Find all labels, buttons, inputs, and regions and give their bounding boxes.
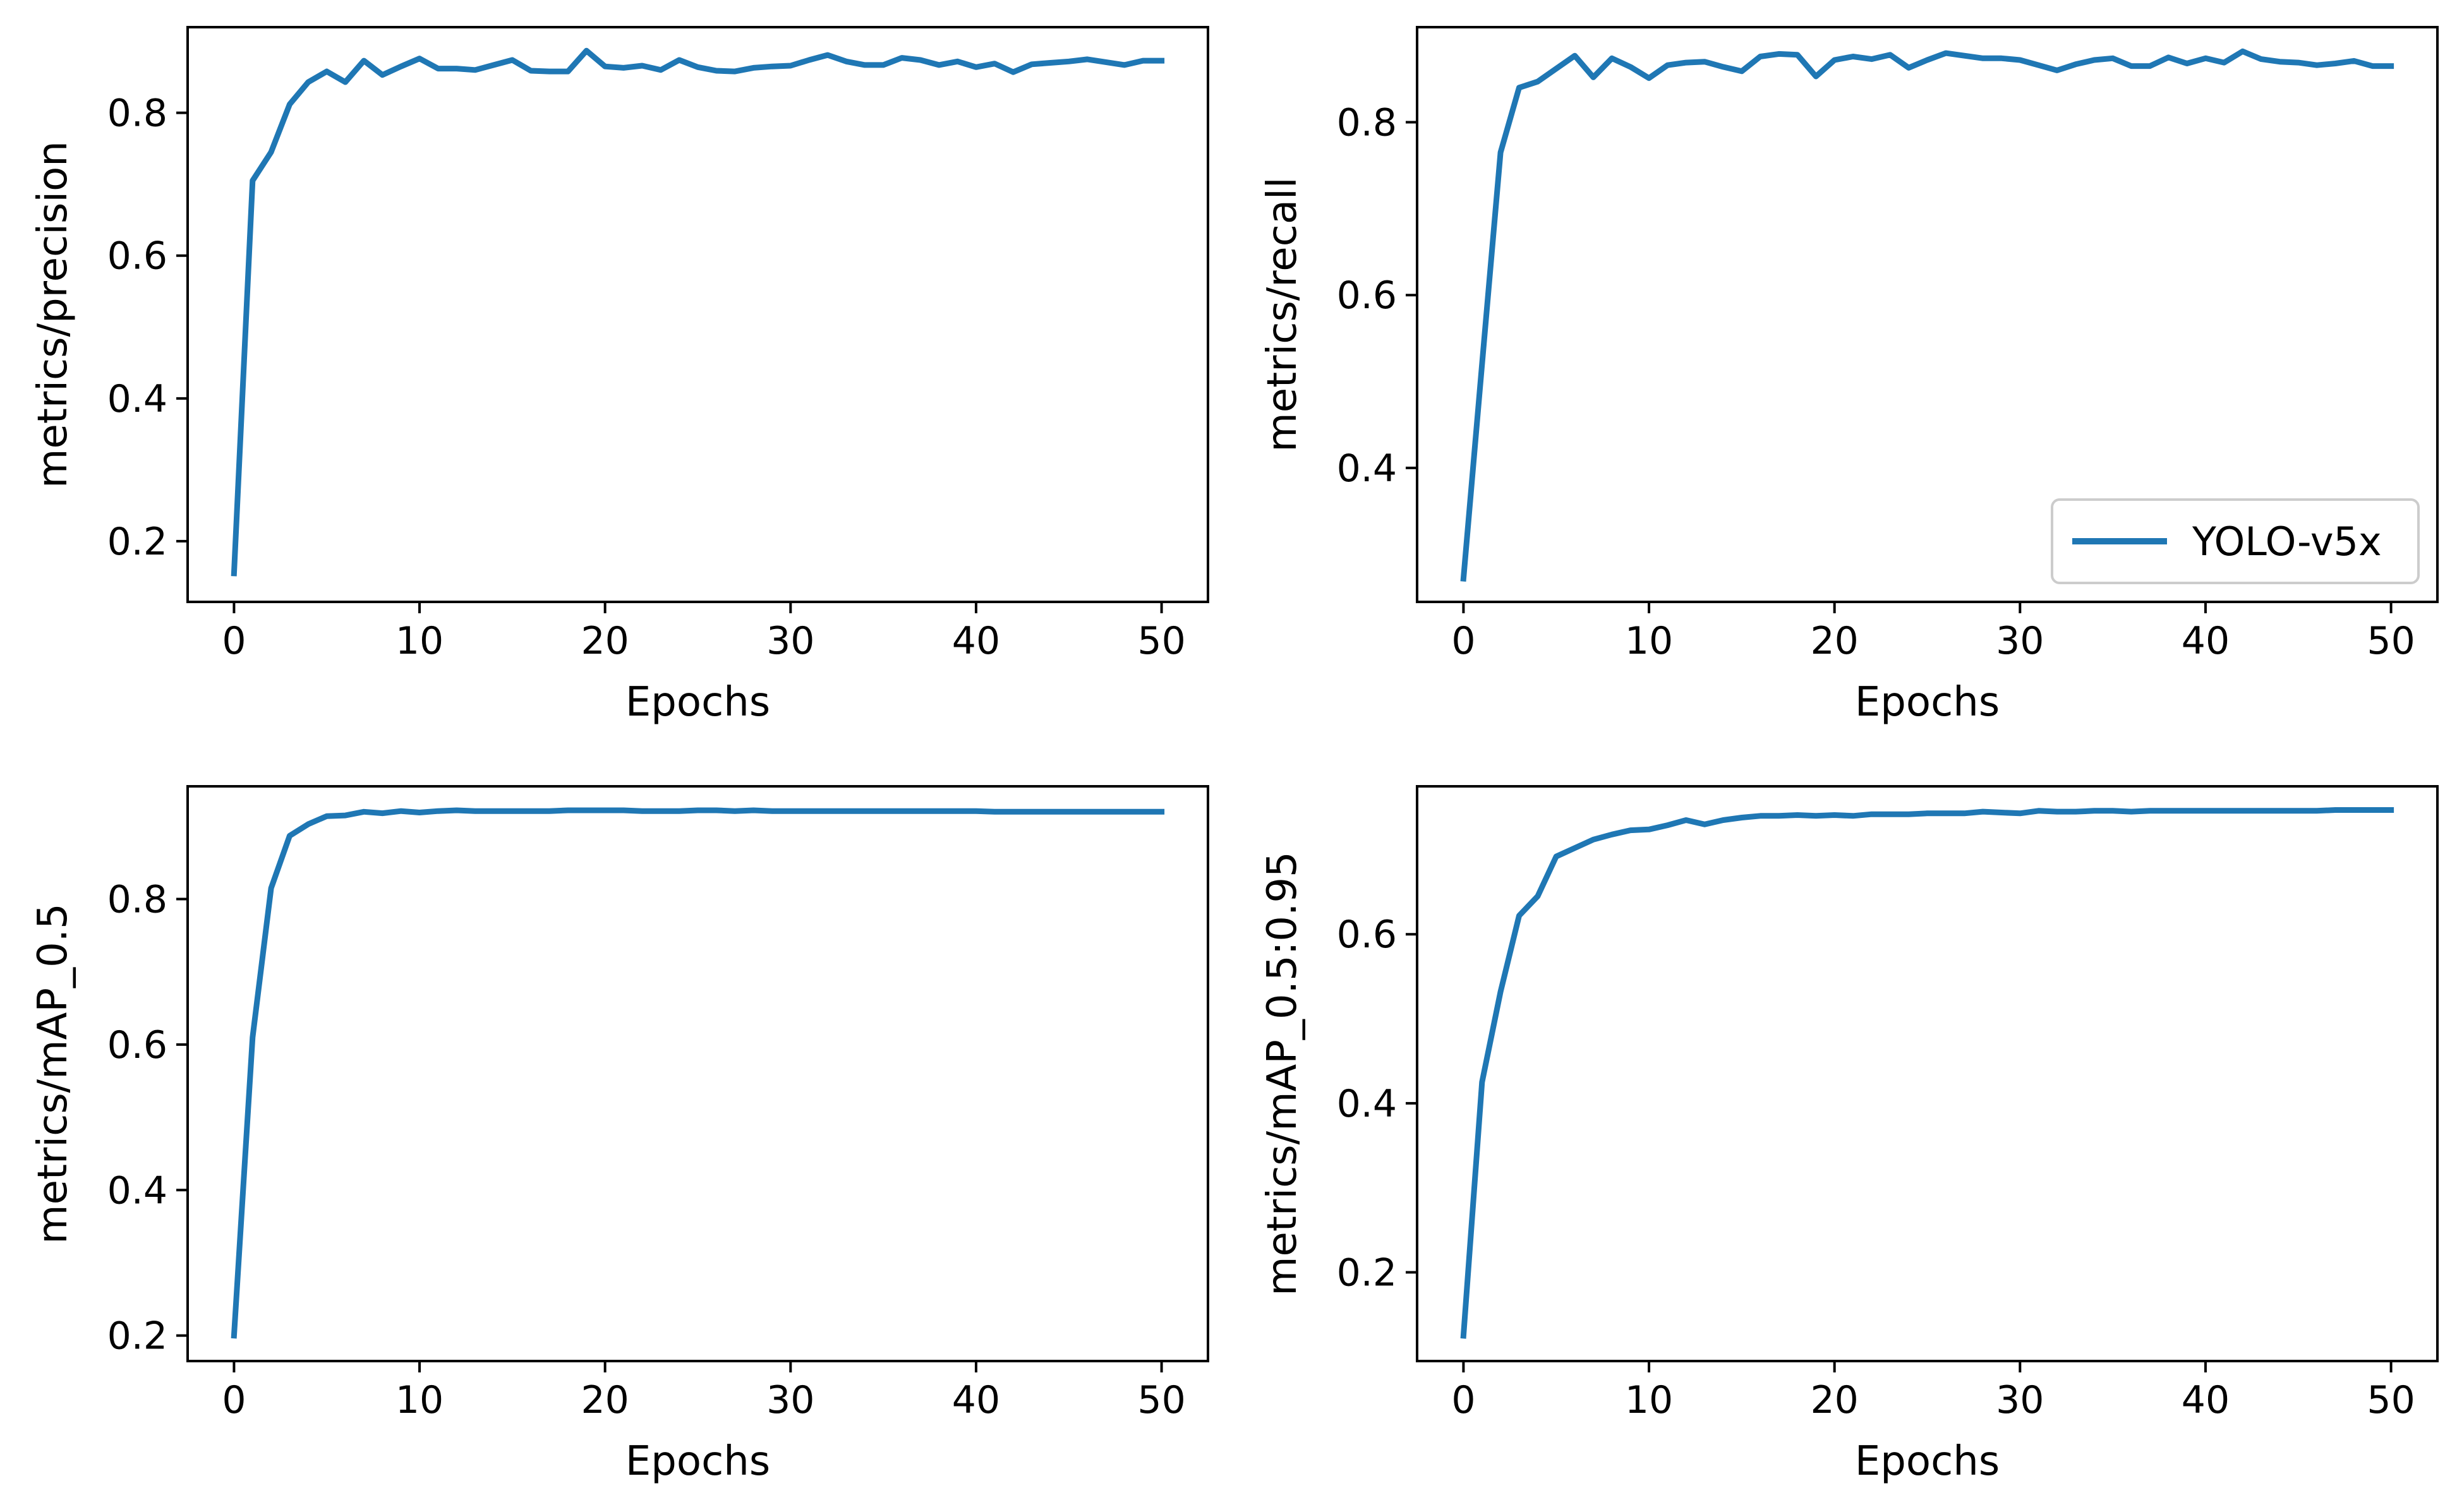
x-tick-label: 50 <box>1137 1378 1185 1422</box>
legend-label: YOLO-v5x <box>2192 519 2382 565</box>
y-tick-label: 0.4 <box>107 377 167 421</box>
y-tick-label: 0.4 <box>1337 447 1397 491</box>
x-tick-label: 20 <box>1811 1378 1859 1422</box>
x-tick-label: 30 <box>766 1378 814 1422</box>
series-line-precision <box>231 47 1165 577</box>
subplot-map50: 0 10 20 30 40 50 0.2 0.4 0.6 0.8 Epochs metrics/mAP… <box>30 785 1209 1485</box>
y-tick-label: 0.6 <box>1337 273 1397 318</box>
axes-frame-recall <box>1416 26 2439 603</box>
x-tick-label: 0 <box>1451 1378 1475 1422</box>
x-axis-label: Epochs <box>1855 679 2000 726</box>
legend: YOLO-v5x <box>2051 498 2420 584</box>
y-tick-label: 0.4 <box>1337 1082 1397 1126</box>
x-tick-label: 10 <box>1625 1378 1673 1422</box>
y-tick-label: 0.2 <box>107 520 167 564</box>
axes-frame-map5095 <box>1416 785 2439 1362</box>
x-tick-label: 0 <box>222 1378 246 1422</box>
x-axis-label: Epochs <box>625 1438 770 1485</box>
x-tick-label: 0 <box>1451 619 1475 663</box>
x-tick-label: 30 <box>1996 619 2044 663</box>
x-tick-label: 10 <box>395 1378 444 1422</box>
series-line-map50 <box>231 807 1165 1339</box>
legend-box <box>2051 498 2420 584</box>
y-axis-label: metrics/mAP_0.5 <box>30 903 76 1244</box>
x-tick-label: 40 <box>2182 1378 2230 1422</box>
y-tick-label: 0.2 <box>1337 1251 1397 1295</box>
x-tick-label: 10 <box>395 619 444 663</box>
x-tick-label: 50 <box>1137 619 1185 663</box>
y-tick-label: 0.8 <box>1337 101 1397 145</box>
y-tick-label: 0.8 <box>107 92 167 136</box>
y-tick-label: 0.6 <box>1337 913 1397 957</box>
y-tick-label: 0.2 <box>107 1314 167 1359</box>
x-axis-label: Epochs <box>625 679 770 726</box>
y-axis-label: metrics/precision <box>30 141 76 488</box>
x-tick-label: 40 <box>952 1378 1000 1422</box>
x-tick-label: 20 <box>1811 619 1859 663</box>
y-tick-label: 0.6 <box>107 1023 167 1067</box>
x-tick-label: 50 <box>2367 1378 2415 1422</box>
x-tick-label: 30 <box>766 619 814 663</box>
subplot-map5095: 0 10 20 30 40 50 0.2 0.4 0.6 Epochs metrics/mAP_0.… <box>1259 785 2439 1485</box>
axes-frame-map50 <box>186 785 1209 1362</box>
series-line-map5095 <box>1460 807 2394 1339</box>
subplot-recall: 0 10 20 30 40 50 0.4 0.6 0.8 Epochs metrics/recall… <box>1259 26 2439 726</box>
axes-frame-precision <box>186 26 1209 603</box>
y-tick-label: 0.4 <box>107 1168 167 1213</box>
y-tick-label: 0.8 <box>107 878 167 922</box>
x-tick-label: 40 <box>2182 619 2230 663</box>
x-tick-label: 20 <box>581 1378 629 1422</box>
x-tick-label: 10 <box>1625 619 1673 663</box>
x-tick-label: 30 <box>1996 1378 2044 1422</box>
x-tick-label: 20 <box>581 619 629 663</box>
x-tick-label: 0 <box>222 619 246 663</box>
x-tick-label: 50 <box>2367 619 2415 663</box>
y-axis-label: metrics/mAP_0.5:0.95 <box>1259 851 1306 1296</box>
y-axis-label: metrics/recall <box>1259 177 1306 452</box>
subplot-precision: 0 10 20 30 40 50 0.2 0.4 0.6 0.8 Epochs metrics/pre… <box>30 26 1209 726</box>
x-axis-label: Epochs <box>1855 1438 2000 1485</box>
series-line-recall <box>1460 48 2394 582</box>
y-tick-label: 0.6 <box>107 234 167 279</box>
x-tick-label: 40 <box>952 619 1000 663</box>
